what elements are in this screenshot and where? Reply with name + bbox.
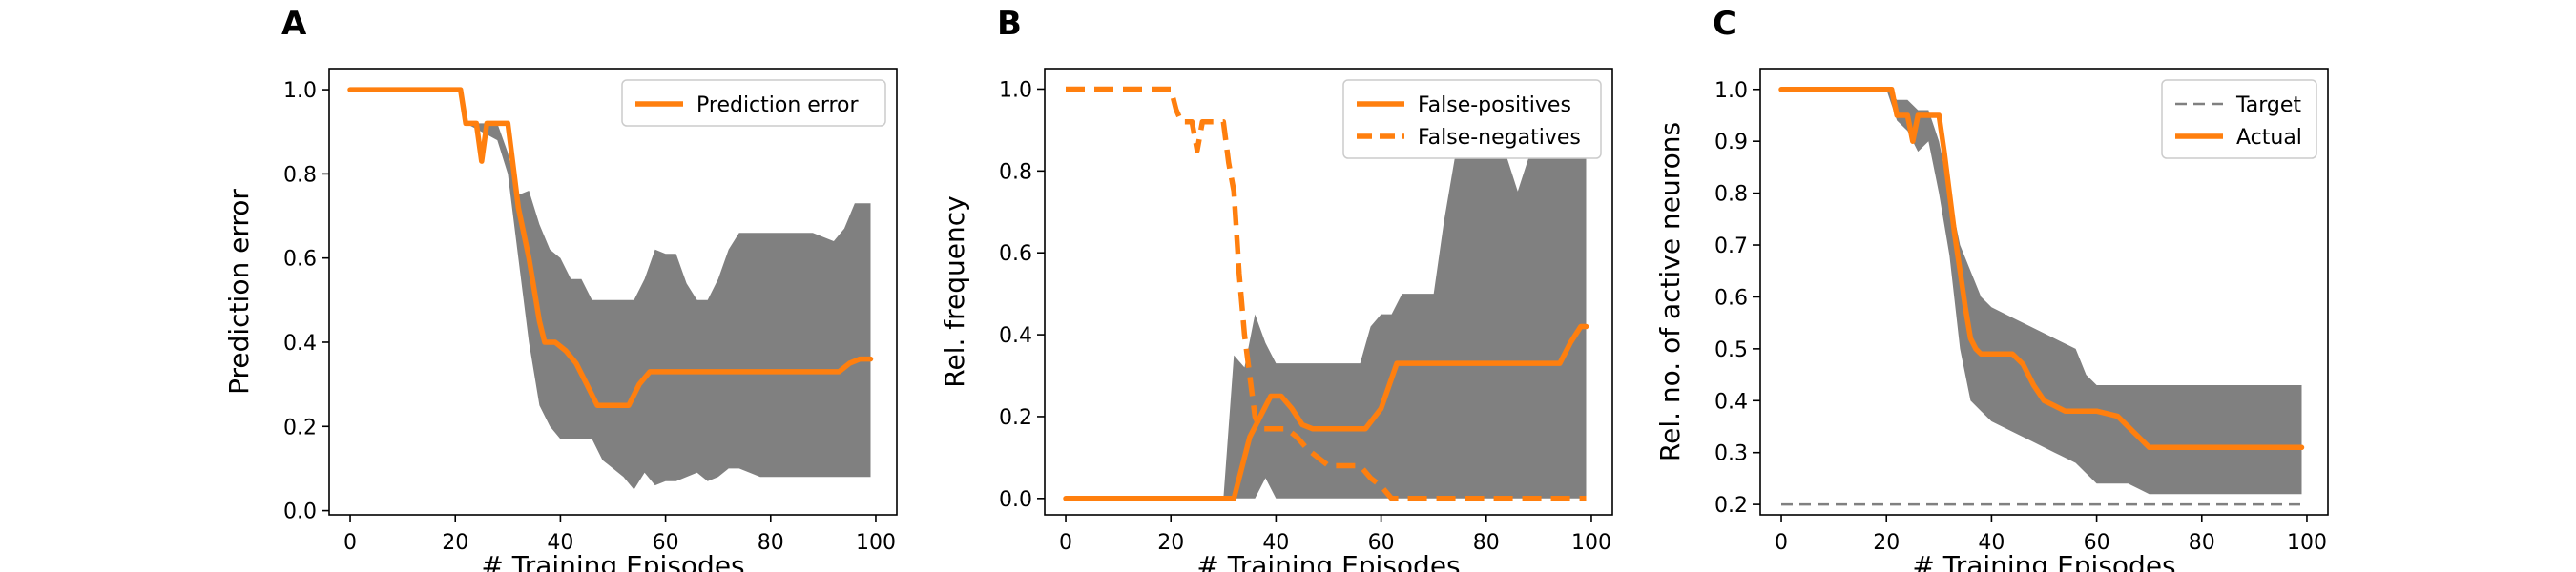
x-axis-label: # Training Episodes [1912, 550, 2175, 572]
y-tick-label: 0.7 [1714, 235, 1748, 258]
y-tick-label: 0.0 [283, 500, 317, 524]
x-tick-label: 40 [547, 531, 573, 555]
y-tick-label: 0.4 [1714, 390, 1748, 414]
legend: False-positives False-negatives [1342, 79, 1602, 159]
y-axis-label: Rel. no. of active neurons [1654, 122, 1686, 461]
x-tick-label: 0 [1059, 531, 1072, 555]
series-line-0 [347, 87, 874, 408]
series-line-1 [1066, 86, 1587, 501]
y-tick-label: 0.6 [999, 242, 1032, 266]
x-tick-label: 60 [1368, 531, 1395, 555]
legend-box [621, 79, 886, 127]
x-tick-label: 60 [653, 531, 679, 555]
y-tick-label: 0.2 [283, 416, 317, 439]
y-tick-label: 0.4 [283, 332, 317, 356]
y-tick-label: 0.8 [283, 163, 317, 187]
y-axis-label: Prediction error [223, 189, 255, 395]
x-tick-label: 20 [1873, 531, 1900, 555]
x-tick-label: 80 [758, 531, 784, 555]
panel-label: B [997, 5, 1022, 43]
x-tick-label: 80 [2189, 531, 2215, 555]
y-tick-label: 0.2 [999, 406, 1032, 430]
axes-frame [1044, 68, 1613, 516]
x-tick-label: 100 [856, 531, 896, 555]
y-tick-label: 1.0 [283, 79, 317, 103]
panel-c: 0 20 40 60 80 100 0.2 0.3 0.4 0.5 0.6 0.7 0.8 0.9 1.0 #… [1654, 5, 2329, 572]
y-axis-label: Rel. frequency [939, 195, 970, 387]
legend-entry: Target [2235, 93, 2301, 117]
spread-band [350, 90, 871, 490]
x-tick-label: 60 [2084, 531, 2110, 555]
x-axis-label: # Training Episodes [481, 550, 744, 572]
y-tick-label: 1.0 [1714, 79, 1748, 103]
x-tick-label: 80 [1473, 531, 1500, 555]
x-tick-label: 0 [343, 531, 357, 555]
x-tick-label: 100 [2287, 531, 2327, 555]
x-tick-label: 100 [1571, 531, 1611, 555]
legend-entry: Prediction error [696, 93, 859, 117]
y-tick-label: 0.9 [1714, 131, 1748, 154]
x-tick-label: 40 [1262, 531, 1289, 555]
x-tick-label: 0 [1775, 531, 1788, 555]
x-tick-label: 20 [442, 531, 468, 555]
y-tick-label: 0.3 [1714, 442, 1748, 466]
panel-a: 0 20 40 60 80 100 0.0 0.2 0.4 0.6 0.8 1.0 # Training… [223, 5, 898, 572]
y-tick-label: 0.6 [283, 248, 317, 272]
legend: Prediction error [621, 79, 886, 127]
x-tick-label: 40 [1978, 531, 2005, 555]
spread-band [1781, 89, 2302, 495]
legend-entry: False-positives [1418, 93, 1571, 117]
legend-box [1342, 79, 1602, 159]
panel-b: 0 20 40 60 80 100 0.0 0.2 0.4 0.6 0.8 1.0 # Training… [939, 5, 1613, 572]
x-axis-label: # Training Episodes [1196, 550, 1460, 572]
x-tick-label: 20 [1157, 531, 1184, 555]
y-tick-label: 0.6 [1714, 286, 1748, 310]
y-tick-label: 0.0 [999, 488, 1032, 512]
y-tick-label: 1.0 [999, 78, 1032, 102]
legend: Target Actual [2161, 79, 2317, 159]
series-line-1 [1778, 87, 2305, 451]
y-tick-label: 0.8 [999, 160, 1032, 184]
axes-frame [328, 68, 898, 516]
y-tick-label: 0.5 [1714, 338, 1748, 362]
legend-entry: False-negatives [1418, 126, 1581, 150]
panel-label: A [281, 5, 307, 43]
axes-frame [1759, 68, 2329, 516]
legend-entry: Actual [2236, 126, 2302, 150]
y-tick-label: 0.4 [999, 324, 1032, 348]
y-tick-label: 0.2 [1714, 494, 1748, 518]
panel-label: C [1713, 5, 1736, 43]
y-tick-label: 0.8 [1714, 183, 1748, 207]
spread-band [1066, 158, 1587, 499]
